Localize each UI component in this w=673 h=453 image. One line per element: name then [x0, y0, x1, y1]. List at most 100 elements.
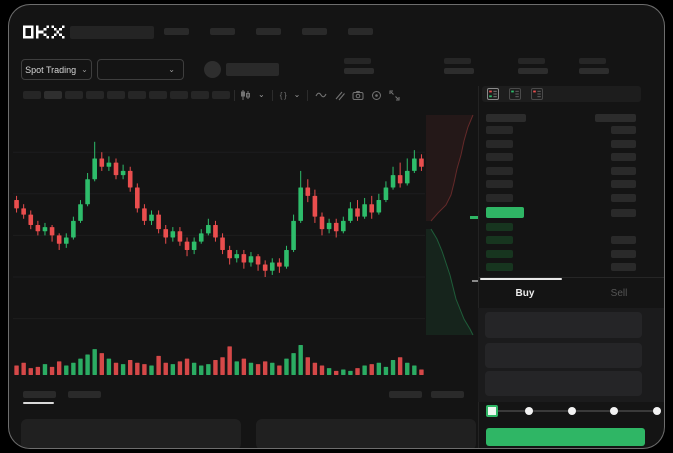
bid-amount-placeholder — [611, 263, 636, 272]
orders-panel-placeholder — [21, 419, 241, 448]
ticker-stat — [579, 58, 609, 74]
timeframe-button[interactable] — [191, 91, 209, 99]
book-asks-icon[interactable] — [531, 88, 543, 100]
ask-price-placeholder — [486, 126, 513, 134]
ask-price-placeholder — [486, 193, 513, 202]
order-book-header-amount — [595, 114, 636, 122]
timeframe-button[interactable] — [170, 91, 188, 99]
chevron-down-icon: ⌄ — [81, 64, 88, 74]
last-price-marker — [486, 207, 524, 218]
okx-logo[interactable] — [23, 25, 67, 39]
pair-name-placeholder — [226, 63, 279, 76]
ask-price-placeholder — [486, 166, 513, 175]
fullscreen-expand-icon[interactable] — [389, 89, 400, 101]
bottom-tab-indicator — [23, 402, 54, 404]
bottom-action-placeholder[interactable] — [389, 391, 422, 398]
slider-stop[interactable] — [567, 407, 576, 415]
timeframe-button[interactable] — [44, 91, 62, 99]
bid-row[interactable] — [486, 223, 636, 231]
camera-icon[interactable] — [352, 90, 364, 100]
timeframe-button[interactable] — [107, 91, 125, 99]
timeframe-button[interactable] — [128, 91, 146, 99]
compare-layers-icon[interactable] — [334, 90, 346, 101]
tab-buy[interactable]: Buy — [478, 278, 572, 308]
panel-divider — [478, 86, 479, 448]
timeframe-button[interactable] — [212, 91, 230, 99]
bid-price-placeholder — [486, 263, 513, 272]
indicator-wave-icon[interactable] — [315, 90, 327, 100]
trade-tabs: Buy Sell — [478, 278, 664, 308]
ask-amount-placeholder — [611, 139, 636, 148]
pair-selector[interactable]: ⌄ — [97, 59, 184, 80]
bottom-tab-active-placeholder[interactable] — [23, 391, 56, 398]
ask-row[interactable] — [486, 126, 636, 134]
ask-amount-placeholder — [611, 193, 636, 202]
last-price-row[interactable] — [486, 207, 636, 218]
submit-buy-button[interactable] — [486, 428, 645, 446]
amount-input-placeholder[interactable] — [485, 343, 642, 368]
bid-price-placeholder — [486, 249, 513, 258]
app-window: Spot Trading ⌄ ⌄ ⌄ { } ⌄ — [8, 4, 665, 449]
bid-amount-placeholder — [611, 249, 636, 258]
bid-row[interactable] — [486, 236, 636, 245]
amount-slider[interactable] — [486, 405, 661, 417]
history-panel-placeholder — [256, 419, 476, 448]
ticker-stat — [518, 58, 548, 74]
slider-stop[interactable] — [610, 407, 619, 415]
nav-menu-item[interactable] — [210, 28, 235, 35]
bottom-tab-placeholder[interactable] — [68, 391, 101, 398]
nav-menu-item[interactable] — [164, 28, 189, 35]
token-avatar — [204, 61, 221, 78]
volume-chart[interactable] — [13, 341, 425, 377]
chevron-down-icon[interactable]: ⌄ — [293, 90, 301, 99]
book-combined-icon[interactable] — [487, 88, 499, 100]
ask-row[interactable] — [486, 153, 636, 161]
market-type-label: Spot Trading — [25, 64, 77, 75]
tab-sell-label: Sell — [610, 287, 628, 299]
slider-stop[interactable] — [524, 407, 533, 415]
book-bids-icon[interactable] — [509, 88, 521, 100]
toolbar-divider — [271, 89, 273, 101]
slider-stop[interactable] — [653, 407, 661, 415]
ticker-stat — [444, 58, 474, 74]
nav-menu-item[interactable] — [302, 28, 327, 35]
ask-amount-placeholder — [611, 180, 636, 188]
bid-price-placeholder — [486, 236, 513, 245]
template-icon[interactable]: { } — [279, 90, 287, 100]
bid-row[interactable] — [486, 263, 636, 272]
bid-row[interactable] — [486, 249, 636, 258]
ask-price-placeholder — [486, 153, 513, 161]
ask-price-placeholder — [486, 180, 513, 188]
timeframe-button[interactable] — [149, 91, 167, 99]
total-input-placeholder[interactable] — [485, 371, 642, 396]
chevron-down-icon: ⌄ — [168, 64, 175, 74]
tab-sell[interactable]: Sell — [572, 278, 664, 308]
market-type-selector[interactable]: Spot Trading ⌄ — [21, 59, 92, 80]
chart-type-icon[interactable] — [240, 89, 251, 101]
nav-menu-item[interactable] — [348, 28, 373, 35]
price-input-placeholder[interactable] — [485, 312, 642, 338]
active-tab-indicator — [480, 278, 562, 280]
timeframe-button[interactable] — [23, 91, 41, 99]
settings-gear-icon[interactable] — [371, 90, 382, 101]
ask-row[interactable] — [486, 139, 636, 148]
timeframe-button[interactable] — [65, 91, 83, 99]
order-book-bids — [486, 223, 636, 272]
ask-amount-placeholder — [611, 166, 636, 175]
ask-row[interactable] — [486, 193, 636, 202]
candlestick-chart[interactable] — [13, 115, 425, 339]
bid-amount-placeholder — [611, 236, 636, 245]
depth-chart[interactable] — [426, 111, 478, 337]
nav-primary-placeholder[interactable] — [70, 26, 154, 39]
slider-handle[interactable] — [486, 405, 498, 417]
chart-tools: ⌄ { } ⌄ — [240, 89, 400, 101]
timeframe-button[interactable] — [86, 91, 104, 99]
toolbar-divider — [307, 89, 309, 101]
bid-price-placeholder — [486, 223, 513, 231]
ask-row[interactable] — [486, 180, 636, 188]
bottom-action-placeholder[interactable] — [431, 391, 464, 398]
chevron-down-icon[interactable]: ⌄ — [258, 90, 265, 99]
nav-menu-item[interactable] — [256, 28, 281, 35]
ask-row[interactable] — [486, 166, 636, 175]
